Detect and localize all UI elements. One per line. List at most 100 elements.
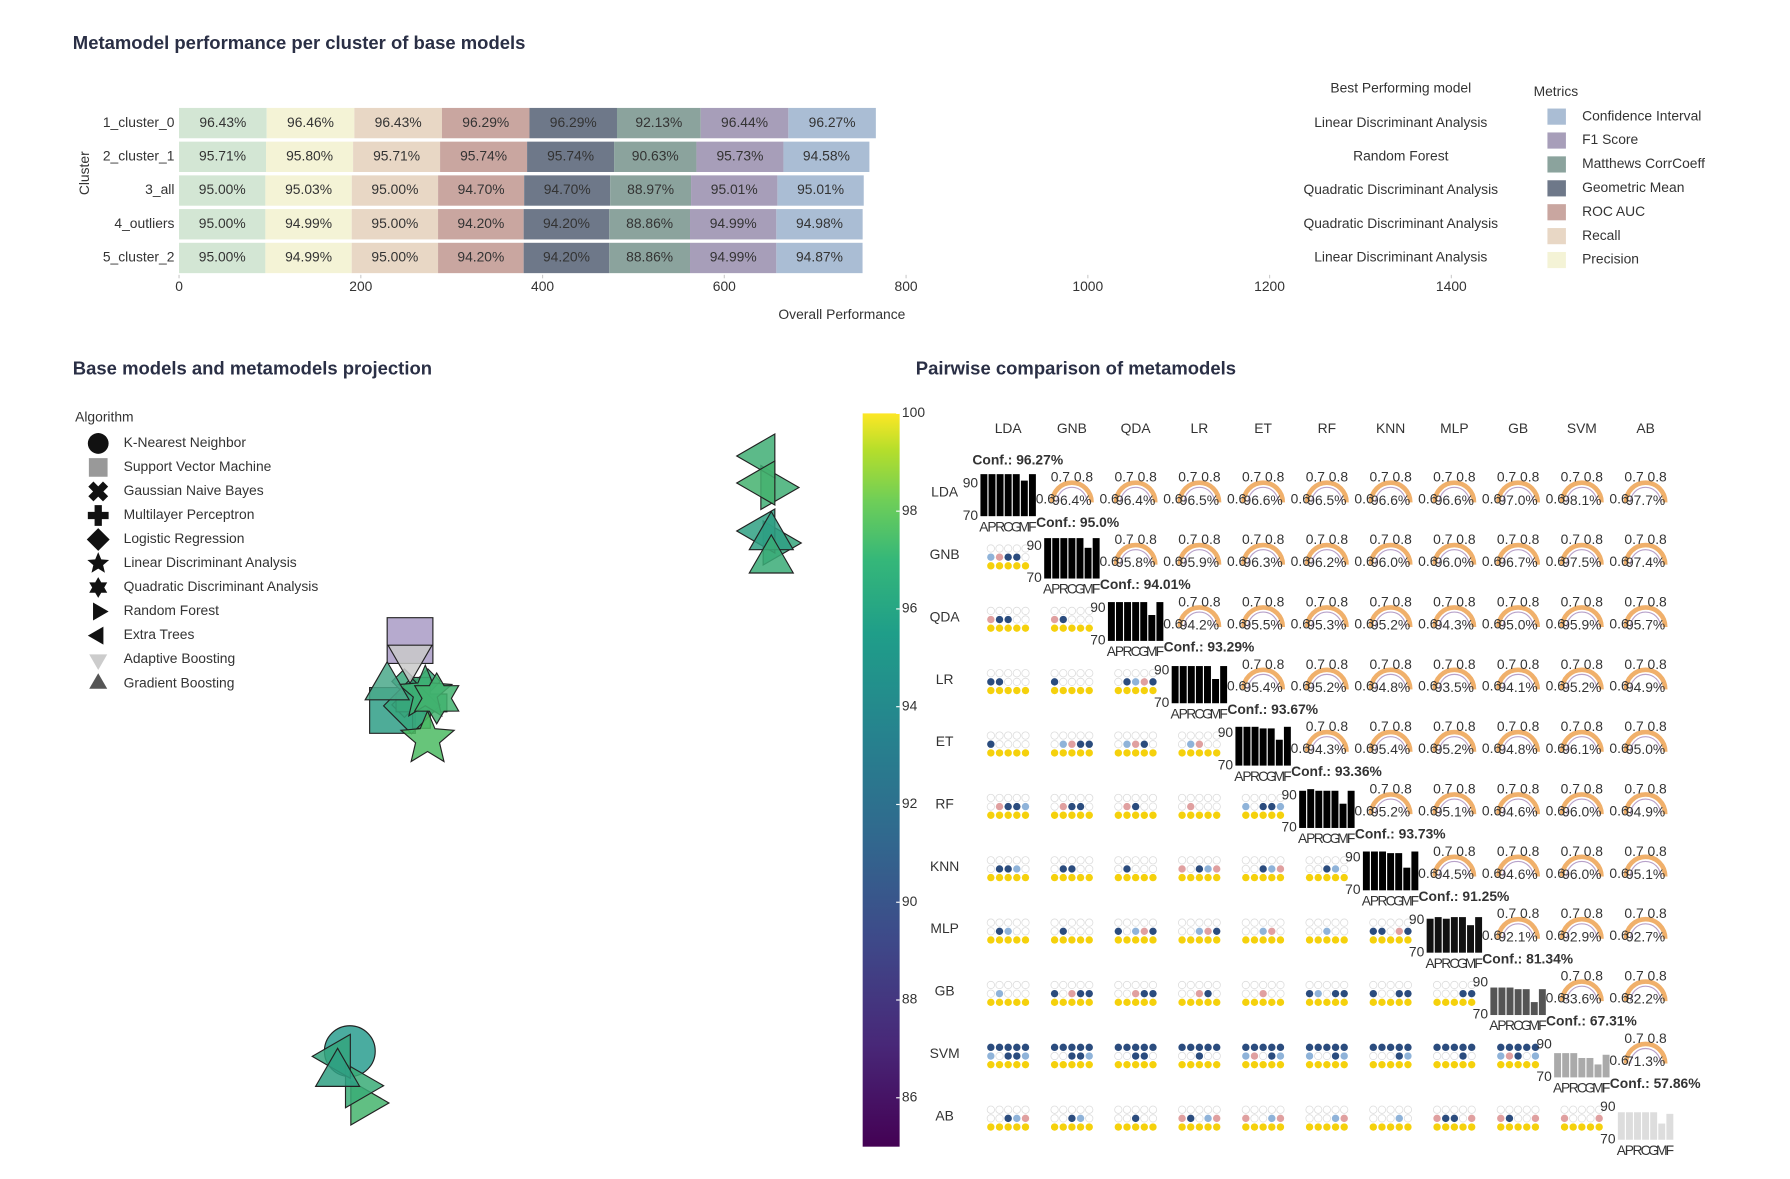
dot xyxy=(1050,669,1059,678)
mini-x-tick-label: P xyxy=(1370,893,1379,909)
gauge-tick-label: 0.6 xyxy=(1482,615,1502,631)
gauge-value: 95.2% xyxy=(1307,679,1346,695)
gauge-tick-label: 0.8 xyxy=(1584,718,1604,734)
dot xyxy=(1068,802,1076,811)
dot xyxy=(1149,1060,1157,1069)
gauge-inner xyxy=(1183,486,1215,503)
dot xyxy=(1013,686,1021,695)
dot xyxy=(1076,998,1085,1007)
dot xyxy=(1067,731,1077,740)
gauge-arc xyxy=(1432,854,1477,877)
gauge-arc xyxy=(1304,605,1349,628)
dot xyxy=(1305,927,1314,936)
column-label: RF xyxy=(1318,420,1336,436)
dot xyxy=(1076,1105,1085,1114)
dot xyxy=(1004,989,1013,998)
confidence-label: Conf.: 67.31% xyxy=(1546,1013,1637,1029)
gauge-tick-label: 0.6 xyxy=(1546,802,1566,818)
dot xyxy=(1259,793,1268,803)
dot xyxy=(1250,989,1259,998)
dot xyxy=(1021,731,1030,740)
mini-x-tick-label: C xyxy=(1067,581,1077,597)
gauge-tick-label: 0.7 xyxy=(1114,531,1133,547)
gauge-inner xyxy=(1566,673,1598,690)
mini-bar xyxy=(1426,918,1434,953)
bar-value-label: 96.46% xyxy=(287,114,334,130)
dot xyxy=(986,980,995,990)
legend-label: Extra Trees xyxy=(124,626,195,642)
dot xyxy=(1013,802,1021,811)
dot xyxy=(1085,1105,1094,1114)
mini-y-tick-label: 90 xyxy=(1409,911,1425,927)
gauge-tick-label: 0.6 xyxy=(1609,802,1629,818)
mini-x-tick-label: P xyxy=(1179,705,1188,721)
gauge-tick-label: 0.7 xyxy=(1433,781,1452,797)
gauge-value: 97.7% xyxy=(1626,492,1665,508)
column-label: ET xyxy=(1254,420,1272,436)
dot xyxy=(1268,1060,1276,1069)
gauge-value: 95.8% xyxy=(1116,554,1155,570)
confidence-label: Conf.: 96.27% xyxy=(972,451,1063,467)
dot xyxy=(1242,936,1250,944)
legend-label: K-Nearest Neighbor xyxy=(124,434,247,450)
gauge-tick-label: 0.6 xyxy=(1418,615,1438,631)
gauge-arc xyxy=(1623,854,1668,877)
mini-x-tick-label: C xyxy=(1513,1017,1523,1033)
gauge-inner xyxy=(1629,1048,1662,1064)
dot xyxy=(1085,864,1094,874)
dot xyxy=(1204,1043,1212,1052)
dot xyxy=(1050,678,1059,686)
dot xyxy=(1021,677,1030,686)
legend-label: Quadratic Discriminant Analysis xyxy=(124,578,319,594)
dot xyxy=(1467,1043,1476,1052)
dot xyxy=(1213,936,1221,944)
dot xyxy=(1123,998,1131,1007)
dot xyxy=(1131,1114,1140,1123)
dot xyxy=(1187,1060,1195,1069)
dot xyxy=(1004,544,1013,553)
mini-bar xyxy=(1475,917,1483,953)
gauge-inner xyxy=(1502,611,1534,628)
dot xyxy=(1059,865,1067,873)
legend-label: Recall xyxy=(1582,227,1620,243)
mini-bar xyxy=(1187,666,1195,704)
bar-segment xyxy=(440,141,528,172)
dot xyxy=(1314,1051,1323,1061)
dot xyxy=(1021,562,1030,570)
dot xyxy=(1123,686,1131,695)
mini-bar xyxy=(1370,851,1378,891)
dot xyxy=(1067,606,1077,615)
bar-segment xyxy=(354,107,442,139)
gauge-tick-label: 0.8 xyxy=(1201,593,1221,609)
dot xyxy=(1177,918,1187,927)
bar-segment xyxy=(529,107,617,139)
dot xyxy=(1149,686,1157,695)
dot xyxy=(1386,1114,1395,1123)
dot xyxy=(1378,936,1386,944)
dot xyxy=(1148,669,1158,678)
gauge-tick-label: 0.6 xyxy=(1609,678,1629,694)
dot xyxy=(1212,740,1221,749)
dot xyxy=(1085,802,1094,811)
dot xyxy=(1195,989,1204,998)
dot xyxy=(1331,1114,1340,1123)
dot xyxy=(1450,1060,1459,1069)
dot xyxy=(1241,864,1250,874)
dot xyxy=(1021,980,1030,990)
dot xyxy=(1187,749,1195,757)
dot xyxy=(1085,1052,1093,1060)
dot xyxy=(1076,740,1085,748)
gauge-tick-label: 0.6 xyxy=(1546,678,1566,694)
mini-x-tick-label: P xyxy=(1434,955,1443,971)
dot xyxy=(1531,1043,1540,1052)
dot xyxy=(1395,927,1403,936)
dot xyxy=(1331,1043,1340,1052)
bar-value-label: 95.74% xyxy=(547,147,594,163)
dot xyxy=(995,802,1004,811)
gauge-value: 83.6% xyxy=(1562,991,1601,1007)
dot xyxy=(1068,936,1076,944)
dot xyxy=(987,562,995,570)
dot xyxy=(1267,793,1276,803)
dot xyxy=(995,793,1004,803)
dot xyxy=(1340,1105,1349,1114)
